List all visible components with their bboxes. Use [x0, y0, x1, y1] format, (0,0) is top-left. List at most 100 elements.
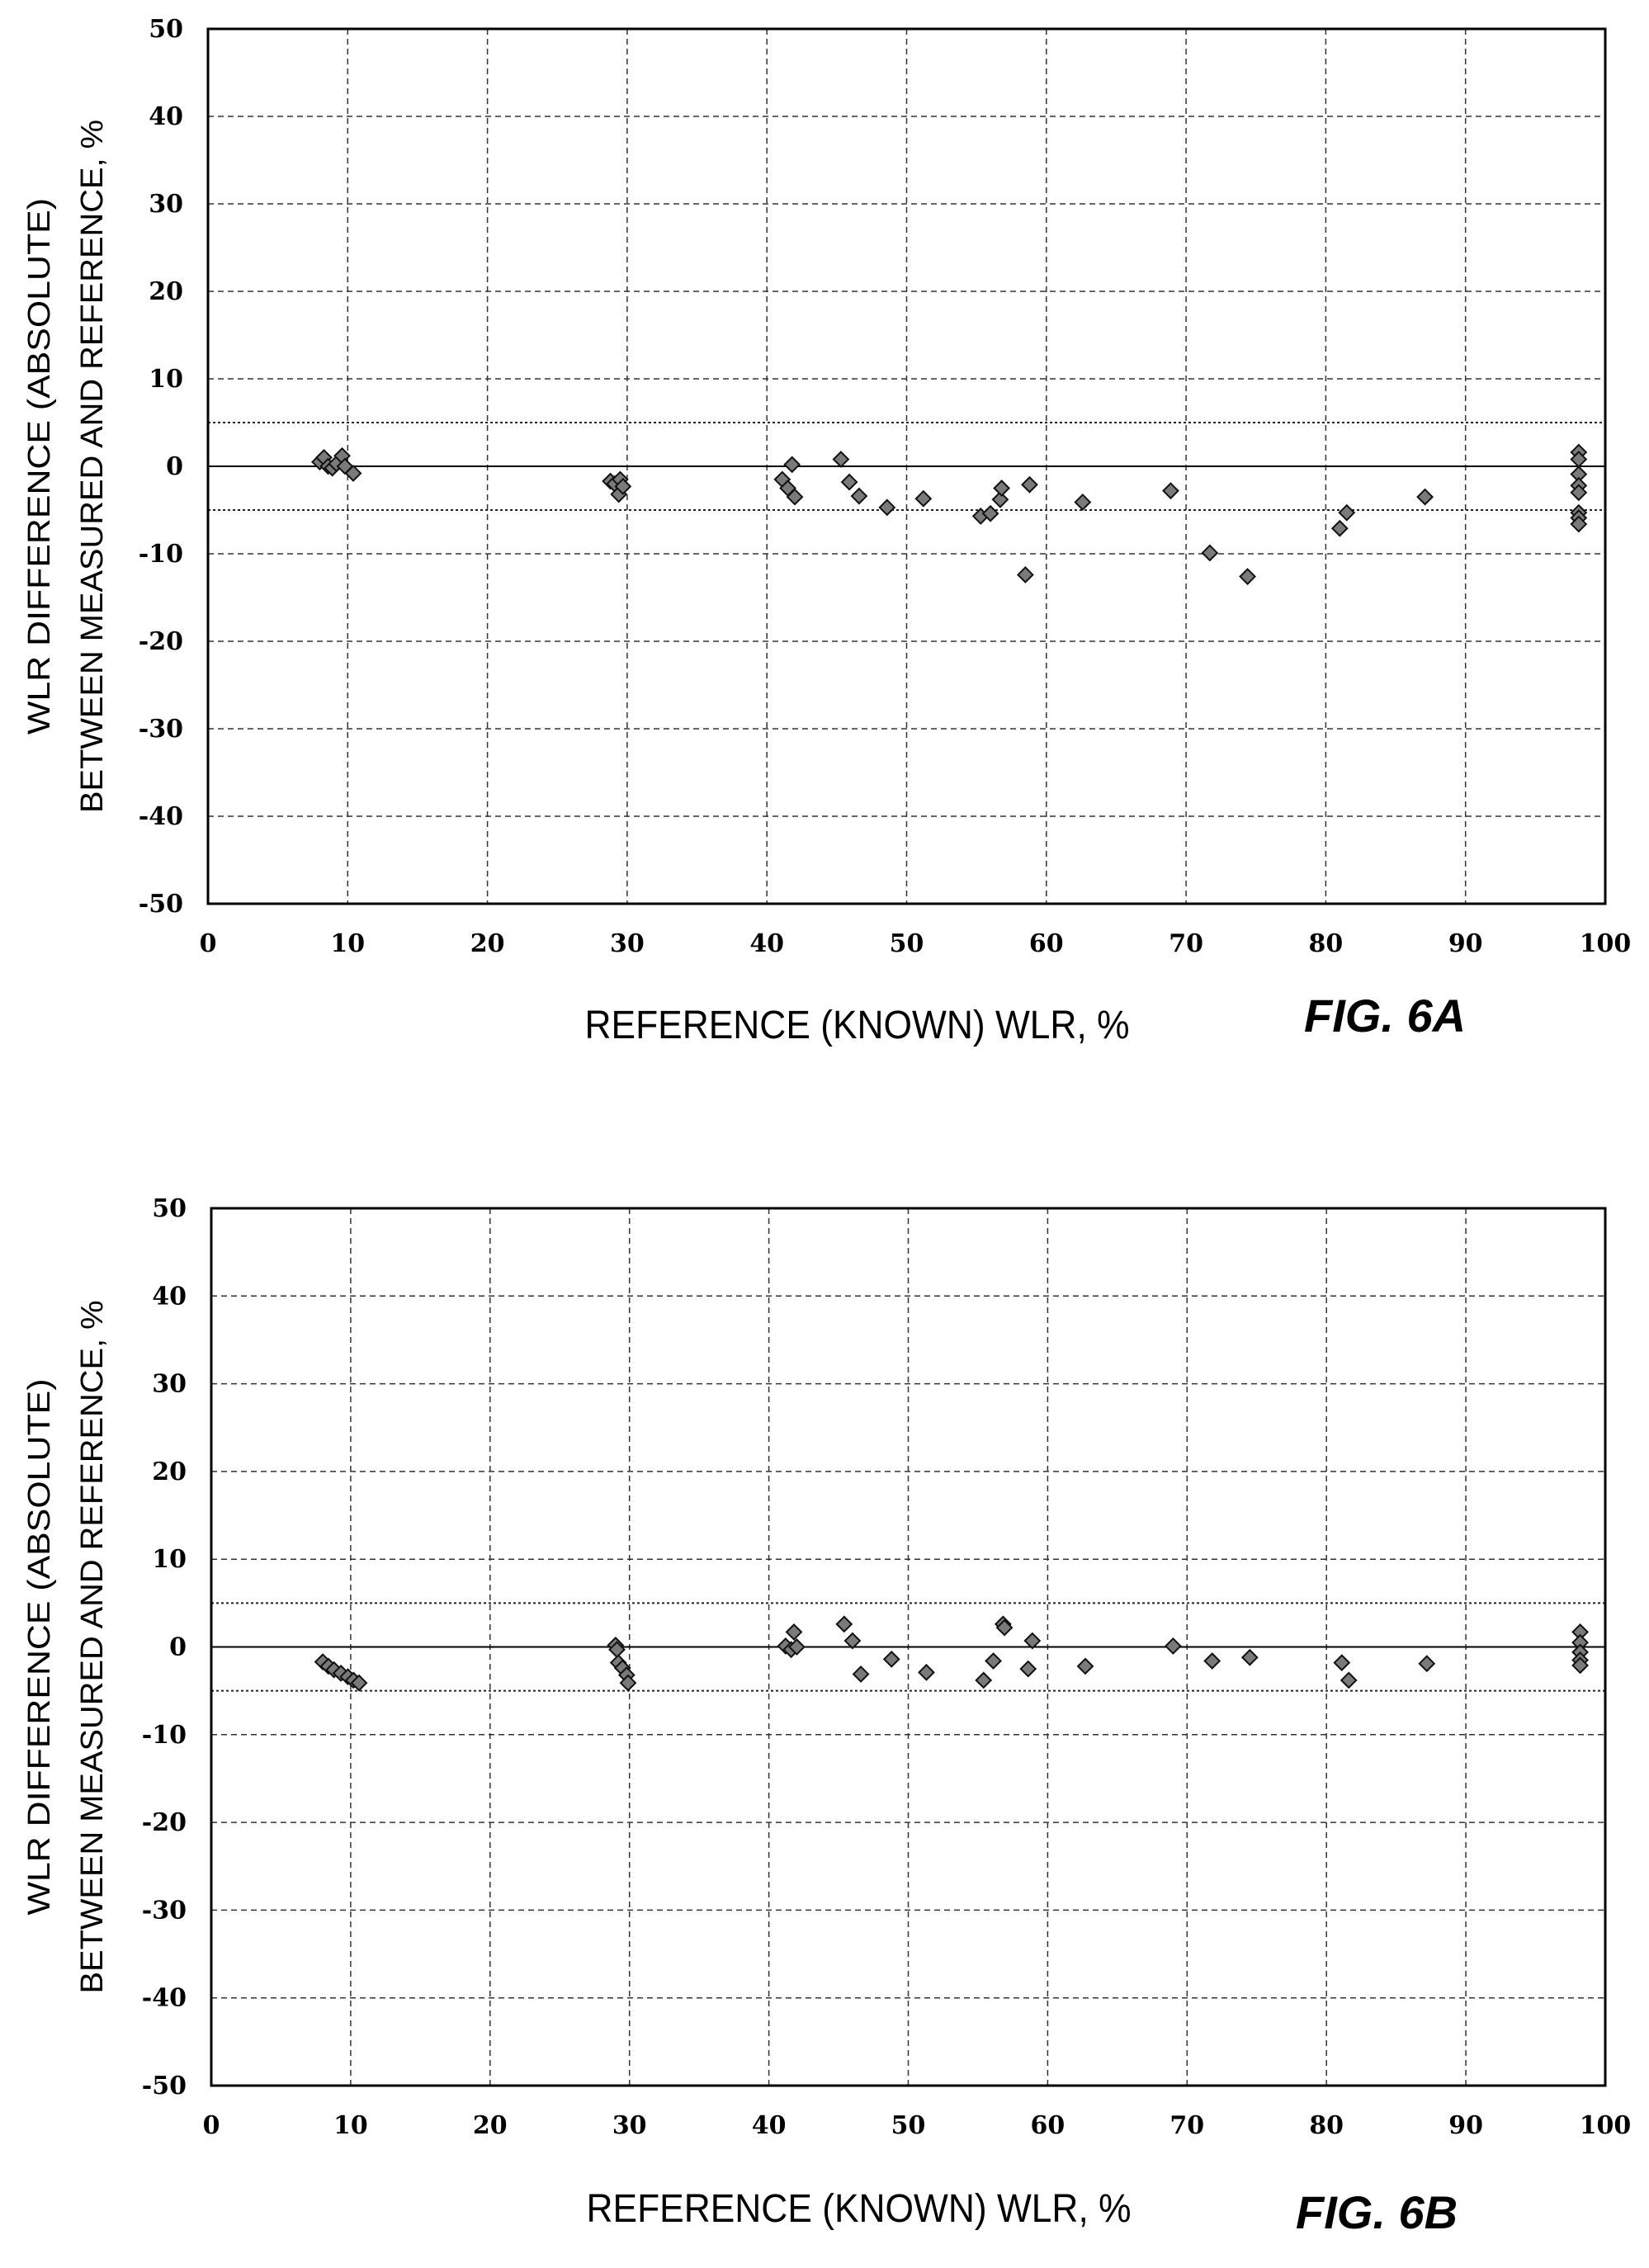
data-point — [619, 1674, 637, 1692]
y-tick-label: -50 — [139, 890, 183, 919]
y-tick-label: 30 — [152, 1370, 187, 1399]
data-point — [975, 1671, 993, 1689]
data-point — [878, 498, 896, 517]
figure-label: FIG. 6A — [1304, 990, 1466, 1042]
data-point — [832, 451, 850, 468]
x-tick-label: 60 — [1029, 929, 1064, 958]
data-point — [843, 1632, 862, 1650]
data-point — [1162, 482, 1179, 500]
x-tick-label: 10 — [333, 2111, 368, 2140]
data-point — [1021, 475, 1038, 494]
data-point — [1019, 1660, 1037, 1678]
x-tick-label: 20 — [473, 2111, 508, 2140]
figure-label: FIG. 6B — [1296, 2186, 1458, 2238]
data-point — [1570, 515, 1588, 533]
data-point — [1330, 519, 1349, 537]
data-point — [1023, 1632, 1042, 1650]
data-point — [981, 504, 999, 522]
y-tick-label: -50 — [142, 2072, 187, 2100]
data-point — [918, 1663, 935, 1681]
data-point — [1074, 494, 1092, 511]
data-point — [835, 1615, 853, 1633]
y-tick-label: -20 — [142, 1808, 187, 1837]
y-tick-label: 10 — [149, 365, 183, 394]
y-tick-label: -30 — [142, 1896, 187, 1925]
data-point — [1571, 1656, 1590, 1675]
data-point — [914, 489, 933, 508]
data-point — [985, 1652, 1002, 1670]
plot-frame — [206, 27, 1607, 905]
data-point — [840, 473, 858, 491]
x-tick-label: 30 — [610, 929, 645, 958]
x-tick-label: 100 — [1580, 929, 1632, 958]
data-point — [1076, 1657, 1094, 1675]
data-point — [786, 488, 804, 506]
x-tick-label: 40 — [749, 929, 784, 958]
y-tick-label: -10 — [142, 1721, 187, 1750]
data-point — [1203, 1652, 1221, 1670]
data-point — [787, 1638, 806, 1656]
y-tick-label: 40 — [152, 1282, 187, 1311]
data-point — [1570, 484, 1588, 502]
x-tick-label: 50 — [890, 929, 924, 958]
data-point — [1201, 544, 1219, 562]
x-tick-label: 80 — [1309, 929, 1344, 958]
y-tick-label: -40 — [142, 1984, 187, 2013]
x-tick-label: 0 — [203, 2111, 220, 2140]
y-tick-label: -30 — [139, 715, 183, 744]
x-tick-label: 70 — [1169, 2111, 1204, 2140]
y-tick-label: 10 — [152, 1545, 187, 1574]
x-tick-label: 40 — [752, 2111, 787, 2140]
data-point — [1164, 1637, 1182, 1655]
x-tick-label: 0 — [200, 929, 217, 958]
data-point — [1333, 1654, 1351, 1672]
y-tick-label: 0 — [166, 452, 183, 481]
y-axis-title-line1: WLR DIFFERENCE (ABSOLUTE) — [22, 1379, 57, 1916]
data-point — [1239, 568, 1257, 585]
data-point — [995, 1618, 1013, 1637]
plot-frame — [210, 1207, 1607, 2087]
data-point — [785, 1623, 803, 1641]
y-axis-title-line2: BETWEEN MEASURED AND REFERENCE, % — [75, 120, 110, 813]
x-tick-label: 60 — [1031, 2111, 1065, 2140]
x-tick-label: 30 — [612, 2111, 647, 2140]
y-tick-label: 0 — [169, 1633, 187, 1662]
x-tick-label: 10 — [330, 929, 365, 958]
data-point — [344, 465, 362, 482]
data-point — [852, 1666, 870, 1683]
x-tick-label: 50 — [891, 2111, 926, 2140]
x-axis-title: REFERENCE (KNOWN) WLR, % — [587, 2187, 1132, 2231]
x-tick-label: 100 — [1580, 2111, 1632, 2140]
y-axis-title-line1: WLR DIFFERENCE (ABSOLUTE) — [22, 198, 57, 735]
y-tick-label: -40 — [139, 802, 183, 831]
data-point — [350, 1674, 368, 1692]
data-point — [1416, 488, 1434, 506]
y-tick-label: 20 — [152, 1458, 187, 1486]
x-tick-label: 20 — [470, 929, 505, 958]
data-point — [991, 490, 1009, 508]
y-tick-label: -10 — [139, 540, 183, 569]
data-point — [850, 487, 868, 505]
data-point — [783, 456, 801, 474]
x-tick-label: 80 — [1309, 2111, 1344, 2140]
y-tick-label: 50 — [152, 1194, 187, 1223]
data-point — [1016, 566, 1034, 584]
data-point — [1340, 1671, 1358, 1689]
data-point — [1418, 1655, 1436, 1673]
data-point — [614, 477, 632, 495]
data-point — [1240, 1648, 1259, 1666]
y-tick-label: 50 — [149, 15, 183, 44]
x-tick-label: 70 — [1169, 929, 1203, 958]
data-point — [1338, 503, 1356, 522]
x-axis-title: REFERENCE (KNOWN) WLR, % — [585, 1004, 1130, 1047]
x-tick-label: 90 — [1448, 2111, 1483, 2140]
y-tick-label: 20 — [149, 277, 183, 306]
data-point — [882, 1650, 900, 1668]
y-tick-label: -20 — [139, 627, 183, 656]
data-point — [993, 480, 1011, 497]
y-axis-title-line2: BETWEEN MEASURED AND REFERENCE, % — [75, 1301, 110, 1994]
x-tick-label: 90 — [1448, 929, 1483, 958]
